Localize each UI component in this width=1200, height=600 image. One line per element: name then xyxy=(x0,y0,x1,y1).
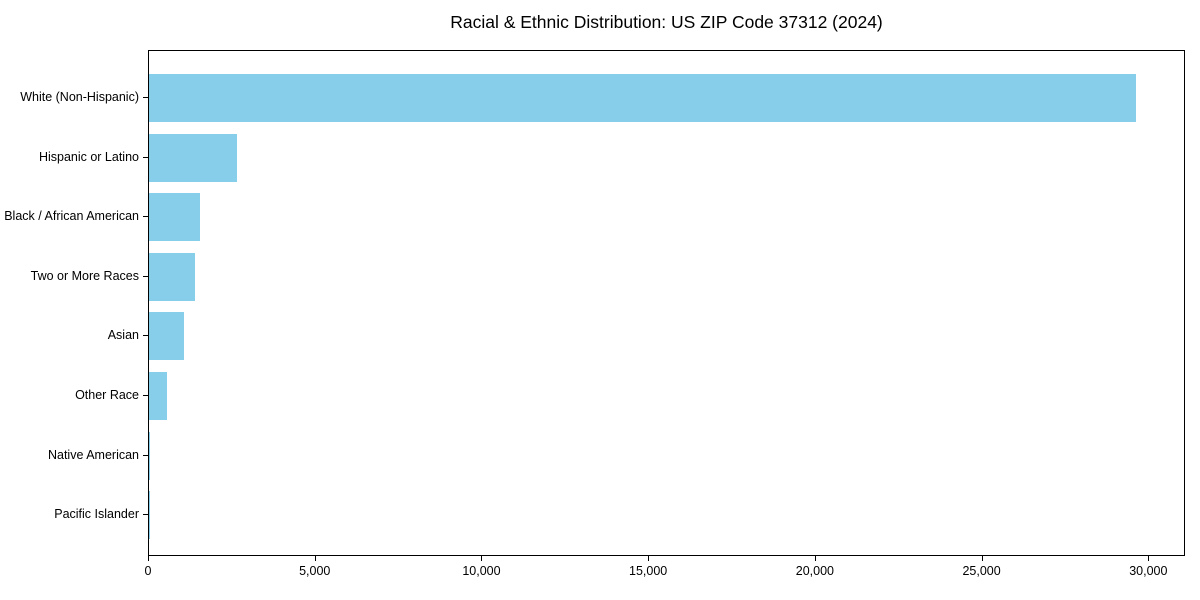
bar-native-american xyxy=(149,431,151,480)
y-tick-label: Black / African American xyxy=(4,209,139,224)
x-tick-mark xyxy=(648,556,650,561)
bar-other-race xyxy=(149,372,167,420)
y-tick-mark xyxy=(143,335,148,337)
y-tick-mark xyxy=(143,454,148,456)
y-tick-mark xyxy=(143,216,148,218)
bar-hispanic-or-latino xyxy=(149,133,238,182)
bar-asian xyxy=(149,312,185,361)
bar-white-non-hispanic xyxy=(149,74,1136,122)
y-tick-mark xyxy=(143,514,148,516)
y-tick-label: Two or More Races xyxy=(30,268,139,283)
x-tick-label: 30,000 xyxy=(1129,564,1168,578)
x-tick-mark xyxy=(148,556,149,561)
x-tick-mark xyxy=(481,556,483,561)
x-tick-label: 0 xyxy=(144,564,152,578)
chart-title: Racial & Ethnic Distribution: US ZIP Cod… xyxy=(450,12,883,32)
x-tick-label: 20,000 xyxy=(795,564,834,578)
x-tick-mark xyxy=(1148,556,1150,561)
bar-black-african-american xyxy=(149,193,200,242)
x-tick-label: 15,000 xyxy=(629,564,668,578)
x-tick-mark xyxy=(981,556,983,561)
plot-area xyxy=(148,50,1185,556)
x-tick-label: 5,000 xyxy=(299,564,331,578)
y-tick-mark xyxy=(143,156,148,158)
y-tick-label: Asian xyxy=(107,328,139,343)
y-tick-mark xyxy=(143,395,148,396)
y-tick-label: Native American xyxy=(47,447,139,462)
x-tick-label: 25,000 xyxy=(962,564,1001,578)
x-tick-label: 10,000 xyxy=(462,564,501,578)
x-tick-mark xyxy=(814,556,816,561)
y-tick-label: Other Race xyxy=(75,388,139,402)
y-tick-label: Pacific Islander xyxy=(54,507,139,522)
x-tick-mark xyxy=(314,556,316,561)
y-tick-mark xyxy=(143,97,148,98)
y-tick-label: White (Non-Hispanic) xyxy=(20,90,139,104)
y-tick-label: Hispanic or Latino xyxy=(38,149,139,164)
bar-two-or-more-races xyxy=(149,252,196,301)
y-tick-mark xyxy=(143,275,148,277)
